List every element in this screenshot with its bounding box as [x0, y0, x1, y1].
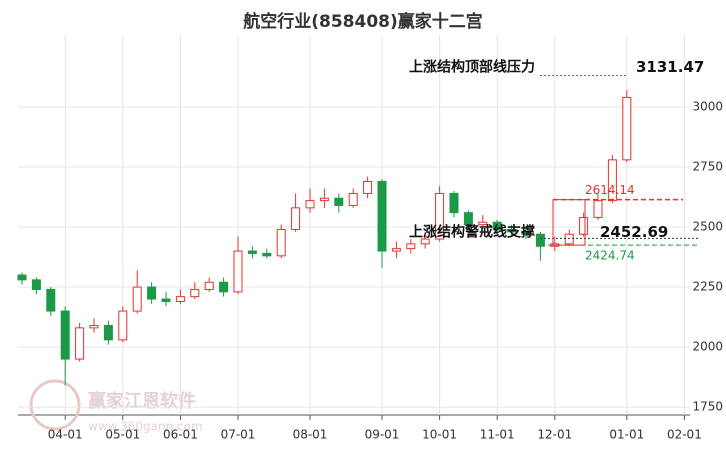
x-tick-label: 06-01: [163, 428, 198, 442]
candle-body: [478, 221, 488, 226]
x-tick-label: 10-01: [422, 428, 457, 442]
candle-body: [190, 288, 200, 298]
candle-body: [233, 250, 243, 293]
x-tick-label: 05-01: [105, 428, 140, 442]
level-value: 2452.69: [600, 223, 668, 241]
candle-body: [420, 238, 430, 245]
candle-body: [521, 231, 531, 235]
candle-body: [147, 286, 157, 300]
candle-body: [564, 233, 574, 245]
y-tick-label: 2000: [692, 340, 723, 354]
x-tick-label: 09-01: [365, 428, 400, 442]
candle-body: [391, 248, 401, 252]
candle-body: [219, 281, 229, 293]
candle-body: [60, 310, 70, 360]
candle-body: [449, 192, 459, 214]
level-label: 上涨结构顶部线压力: [409, 58, 535, 75]
x-tick-label: 12-01: [537, 428, 572, 442]
candle-body: [75, 327, 85, 360]
y-tick-label: 2250: [692, 280, 723, 294]
chart-title: 航空行业(858408)赢家十二宫: [243, 11, 483, 32]
candle-body: [507, 228, 517, 233]
candle-body: [319, 197, 329, 202]
x-tick-label: 08-01: [293, 428, 328, 442]
candle-body: [377, 180, 387, 252]
x-tick-label: 04-01: [48, 428, 83, 442]
candle-body: [46, 288, 56, 312]
y-tick-label: 2750: [692, 160, 723, 174]
x-tick-label: 01-01: [609, 428, 644, 442]
candle-body: [276, 228, 286, 257]
candle-body: [89, 324, 99, 329]
y-tick-label: 3000: [692, 100, 723, 114]
candle-body: [161, 298, 171, 302]
candle-body: [262, 252, 272, 257]
candle-body: [535, 233, 545, 247]
candle-body: [31, 279, 41, 290]
range-box: [552, 199, 586, 246]
candle-body: [607, 159, 617, 202]
watermark: www.360gann.com: [88, 420, 203, 434]
candle-body: [622, 96, 632, 161]
level-value: 2614.14: [585, 183, 635, 197]
watermark: 赢家江恩软件: [88, 390, 196, 412]
candle-body: [204, 281, 214, 290]
candle-body: [247, 250, 257, 254]
candle-body: [348, 192, 358, 206]
candle-body: [463, 212, 473, 226]
candle-body: [492, 221, 502, 230]
candle-body: [291, 207, 301, 230]
level-label: 上涨结构警戒线支撑: [409, 223, 535, 240]
watermark-logo: [29, 379, 81, 431]
candle-body: [435, 192, 445, 240]
candle-body: [579, 216, 589, 235]
y-tick-label: 2500: [692, 220, 723, 234]
x-tick-label: 02-01: [667, 428, 702, 442]
candle-body: [593, 200, 603, 218]
candle-body: [363, 180, 373, 194]
x-tick-label: 11-01: [480, 428, 515, 442]
y-tick-label: 1750: [692, 400, 723, 414]
candle-body: [406, 243, 416, 250]
x-tick-label: 07-01: [221, 428, 256, 442]
candle-body: [103, 324, 113, 341]
candle-body: [305, 200, 315, 209]
candle-body: [132, 286, 142, 312]
level-value: 3131.47: [636, 58, 704, 76]
candle-body: [17, 274, 27, 281]
level-value: 2424.74: [585, 249, 635, 263]
candle-body: [334, 197, 344, 206]
candle-body: [118, 310, 128, 341]
candle-body: [175, 296, 185, 302]
